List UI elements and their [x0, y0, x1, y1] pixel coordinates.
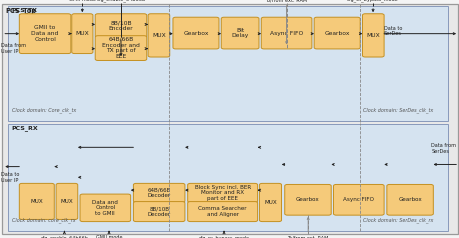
Text: GMII to
Data and
Control: GMII to Data and Control	[31, 25, 59, 42]
Text: Gearbox: Gearbox	[397, 197, 421, 202]
Text: PCS_RX: PCS_RX	[11, 125, 38, 131]
Bar	[8, 6, 448, 121]
Text: 64B/66B
Decoder: 64B/66B Decoder	[147, 188, 170, 198]
Text: Gearbox: Gearbox	[296, 197, 319, 202]
Text: cfg_rx_bypass_mode: cfg_rx_bypass_mode	[198, 235, 249, 238]
FancyBboxPatch shape	[80, 194, 130, 222]
FancyBboxPatch shape	[187, 202, 257, 222]
Text: Gearbox: Gearbox	[324, 30, 349, 35]
Text: GMII mode: GMII mode	[69, 0, 95, 2]
FancyBboxPatch shape	[95, 14, 146, 37]
Text: Clock domain: SerDes_clk_tx: Clock domain: SerDes_clk_tx	[363, 108, 433, 113]
FancyBboxPatch shape	[362, 14, 383, 57]
Text: Block Sync incl. BER
Monitor and RX
part of EEE: Block Sync incl. BER Monitor and RX part…	[194, 184, 250, 201]
Text: 8B/10B
Encoder: 8B/10B Encoder	[108, 20, 133, 31]
FancyBboxPatch shape	[19, 14, 71, 54]
Text: To/from ext. RAM: To/from ext. RAM	[287, 235, 328, 238]
FancyBboxPatch shape	[284, 184, 330, 215]
FancyBboxPatch shape	[72, 14, 93, 54]
Text: MUX: MUX	[75, 31, 89, 36]
Text: cfg_enable_64b66b: cfg_enable_64b66b	[40, 235, 88, 238]
Text: 64B/66B
Encoder and
TX part of
EEE: 64B/66B Encoder and TX part of EEE	[102, 37, 140, 59]
Text: cfg_tx_bypass_mode: cfg_tx_bypass_mode	[347, 0, 398, 2]
Text: MUX: MUX	[263, 200, 276, 205]
Text: Data to
User IP: Data to User IP	[1, 172, 19, 183]
FancyBboxPatch shape	[173, 17, 218, 49]
Text: Data from
User IP: Data from User IP	[1, 43, 26, 54]
Text: Clock domain: core_clk_rx: Clock domain: core_clk_rx	[11, 218, 75, 223]
FancyBboxPatch shape	[221, 17, 258, 49]
FancyBboxPatch shape	[259, 183, 281, 222]
Text: Data from
SerDes: Data from SerDes	[431, 143, 455, 154]
Text: cfg_enable_64b66b: cfg_enable_64b66b	[96, 0, 146, 2]
Text: Data to
SerDes: Data to SerDes	[383, 25, 401, 36]
Text: Async FIFO: Async FIFO	[342, 197, 374, 202]
Text: Data and
Control
to GMII: Data and Control to GMII	[92, 199, 118, 216]
Text: Clock domain: SerDes_clk_rx: Clock domain: SerDes_clk_rx	[363, 218, 433, 223]
Text: PCS_TX: PCS_TX	[11, 8, 38, 14]
FancyBboxPatch shape	[333, 184, 383, 215]
Text: 8B/10B
Decoder: 8B/10B Decoder	[147, 206, 170, 217]
FancyBboxPatch shape	[386, 184, 432, 215]
FancyBboxPatch shape	[19, 183, 54, 219]
Text: Clock domain: Core_clk_tx: Clock domain: Core_clk_tx	[11, 108, 76, 113]
FancyBboxPatch shape	[148, 14, 169, 57]
Text: MUX: MUX	[30, 199, 43, 204]
FancyBboxPatch shape	[56, 183, 78, 219]
Text: Async FIFO: Async FIFO	[269, 30, 302, 35]
FancyBboxPatch shape	[261, 17, 311, 49]
FancyBboxPatch shape	[95, 36, 146, 60]
Text: GMII mode: GMII mode	[95, 235, 122, 238]
FancyBboxPatch shape	[133, 183, 185, 202]
Text: Gearbox: Gearbox	[183, 30, 208, 35]
Text: MUX: MUX	[366, 33, 379, 38]
FancyBboxPatch shape	[133, 202, 185, 222]
Text: PCS_Top: PCS_Top	[6, 7, 36, 14]
FancyBboxPatch shape	[313, 17, 359, 49]
Bar	[8, 124, 448, 231]
Text: MUX: MUX	[61, 199, 73, 204]
FancyBboxPatch shape	[187, 183, 257, 202]
Text: Bit
Delay: Bit Delay	[231, 28, 248, 39]
Text: To/from ext. RAM: To/from ext. RAM	[265, 0, 307, 2]
Text: Comma Searcher
and Aligner: Comma Searcher and Aligner	[198, 206, 246, 217]
Text: MUX: MUX	[152, 33, 165, 38]
